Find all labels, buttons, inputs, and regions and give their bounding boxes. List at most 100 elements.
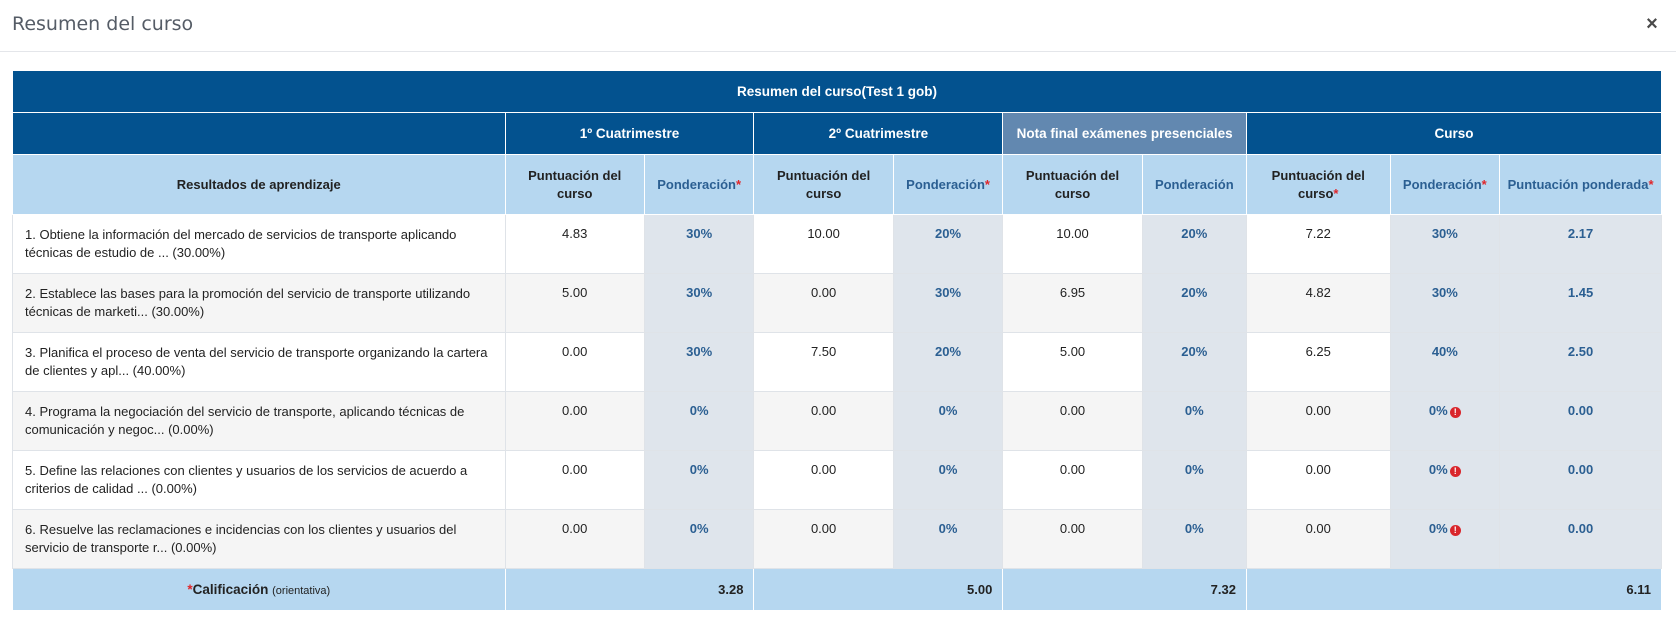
score-1c-value: 0.00 bbox=[562, 521, 588, 536]
score-2c-value: 7.50 bbox=[810, 344, 837, 359]
table-row: 4. Programa la negociación del servicio … bbox=[12, 391, 1662, 451]
required-mark: * bbox=[1481, 176, 1487, 192]
table-row: 6. Resuelve las reclamaciones e incidenc… bbox=[12, 509, 1662, 569]
weight-1c: 0% bbox=[643, 391, 755, 451]
total-2c: 5.00 bbox=[753, 568, 1004, 611]
weighted-score-curso-value: 1.45 bbox=[1567, 285, 1594, 300]
score-final-exams: 6.95 bbox=[1002, 273, 1143, 333]
score-curso: 0.00 bbox=[1245, 450, 1391, 510]
score-curso: 7.22 bbox=[1245, 214, 1391, 274]
col-header-weight-label: Ponderación bbox=[1402, 176, 1482, 192]
score-2c-value: 0.00 bbox=[810, 285, 837, 300]
weighted-score-curso: 2.17 bbox=[1499, 214, 1662, 274]
score-2c-value: 0.00 bbox=[810, 462, 837, 477]
weight-1c-value: 30% bbox=[686, 285, 713, 300]
learning-outcome-name: 4. Programa la negociación del servicio … bbox=[12, 391, 506, 451]
group-header-final-exams: Nota final exámenes presenciales bbox=[1002, 112, 1247, 155]
weight-1c: 0% bbox=[643, 450, 755, 510]
score-1c: 0.00 bbox=[504, 391, 645, 451]
score-curso-value: 0.00 bbox=[1305, 462, 1331, 477]
warning-icon[interactable]: ! bbox=[1449, 407, 1461, 418]
col-header-weight: Ponderación* bbox=[1389, 154, 1501, 215]
weighted-score-curso: 0.00 bbox=[1499, 391, 1662, 451]
learning-outcome-name: 6. Resuelve las reclamaciones e incidenc… bbox=[12, 509, 506, 569]
score-curso-value: 7.22 bbox=[1305, 226, 1331, 241]
weighted-score-curso-value: 0.00 bbox=[1567, 403, 1594, 418]
total-curso: 6.11 bbox=[1245, 568, 1663, 611]
col-header-score: Puntuación del curso bbox=[753, 154, 894, 215]
weight-2c: 30% bbox=[892, 273, 1004, 333]
weight-curso: 30% bbox=[1389, 273, 1501, 333]
weighted-score-curso: 0.00 bbox=[1499, 509, 1662, 569]
score-1c-value: 0.00 bbox=[562, 462, 588, 477]
score-curso-value: 4.82 bbox=[1305, 285, 1331, 300]
weight-curso-value: 40% bbox=[1431, 344, 1458, 359]
weight-curso: 0%! bbox=[1389, 391, 1501, 451]
total-final-exams: 7.32 bbox=[1002, 568, 1247, 611]
required-mark: * bbox=[984, 176, 990, 192]
weight-1c-value: 0% bbox=[689, 403, 709, 418]
score-curso-value: 0.00 bbox=[1305, 521, 1331, 536]
weight-2c: 0% bbox=[892, 450, 1004, 510]
learning-outcome-name: 5. Define las relaciones con clientes y … bbox=[12, 450, 506, 510]
weight-1c-value: 0% bbox=[689, 462, 709, 477]
group-blank bbox=[12, 112, 506, 155]
close-icon[interactable]: × bbox=[1646, 13, 1658, 35]
score-curso-value: 0.00 bbox=[1305, 403, 1331, 418]
learning-outcome-name-value: 3. Planifica el proceso de venta del ser… bbox=[25, 345, 488, 378]
weighted-score-curso: 2.50 bbox=[1499, 332, 1662, 392]
score-2c: 0.00 bbox=[753, 509, 894, 569]
weight-final-exams: 0% bbox=[1141, 450, 1247, 510]
weighted-score-curso-value: 2.50 bbox=[1567, 344, 1594, 359]
score-final-exams-value: 5.00 bbox=[1059, 344, 1086, 359]
col-header-weighted-score: Puntuación ponderada* bbox=[1499, 154, 1662, 215]
weight-final-exams-value: 0% bbox=[1184, 521, 1204, 536]
score-1c: 0.00 bbox=[504, 450, 645, 510]
table-row: 5. Define las relaciones con clientes y … bbox=[12, 450, 1662, 510]
score-final-exams: 0.00 bbox=[1002, 450, 1143, 510]
weight-1c-value: 30% bbox=[686, 344, 713, 359]
score-2c: 7.50 bbox=[753, 332, 894, 392]
score-2c-value: 10.00 bbox=[807, 226, 840, 241]
weight-1c: 30% bbox=[643, 273, 755, 333]
score-curso: 4.82 bbox=[1245, 273, 1391, 333]
learning-outcome-name: 3. Planifica el proceso de venta del ser… bbox=[12, 332, 506, 392]
score-1c: 5.00 bbox=[504, 273, 645, 333]
weight-final-exams: 0% bbox=[1141, 391, 1247, 451]
score-curso: 0.00 bbox=[1245, 509, 1391, 569]
learning-outcome-name-value: 1. Obtiene la información del mercado de… bbox=[25, 227, 457, 260]
learning-outcome-name-value: 6. Resuelve las reclamaciones e incidenc… bbox=[25, 522, 457, 555]
score-final-exams: 0.00 bbox=[1002, 509, 1143, 569]
weight-curso: 30% bbox=[1389, 214, 1501, 274]
weight-curso: 0%! bbox=[1389, 509, 1501, 569]
score-1c-value: 4.83 bbox=[562, 226, 588, 241]
weight-2c-value: 20% bbox=[935, 226, 962, 241]
learning-outcome-name-value: 2. Establece las bases para la promoción… bbox=[25, 286, 471, 319]
score-2c: 0.00 bbox=[753, 273, 894, 333]
weight-2c: 20% bbox=[892, 214, 1004, 274]
required-mark: * bbox=[187, 582, 193, 597]
warning-icon[interactable]: ! bbox=[1449, 466, 1461, 477]
score-1c: 0.00 bbox=[504, 509, 645, 569]
score-final-exams-value: 0.00 bbox=[1059, 462, 1086, 477]
weight-1c: 30% bbox=[643, 214, 755, 274]
score-final-exams-value: 6.95 bbox=[1059, 285, 1086, 300]
col-header-weighted-score-label: Puntuación ponderada bbox=[1507, 176, 1649, 192]
weight-final-exams-value: 20% bbox=[1181, 226, 1208, 241]
weight-final-exams: 20% bbox=[1141, 214, 1247, 274]
weight-2c: 0% bbox=[892, 391, 1004, 451]
weight-2c: 0% bbox=[892, 509, 1004, 569]
score-final-exams: 0.00 bbox=[1002, 391, 1143, 451]
required-mark: * bbox=[1648, 176, 1654, 192]
weight-2c-value: 30% bbox=[935, 285, 962, 300]
col-header-weight: Ponderación* bbox=[643, 154, 755, 215]
weight-final-exams-value: 20% bbox=[1181, 344, 1208, 359]
weight-curso-value: 30% bbox=[1431, 285, 1458, 300]
weight-2c: 20% bbox=[892, 332, 1004, 392]
warning-icon[interactable]: ! bbox=[1449, 525, 1461, 536]
weighted-score-curso-value: 0.00 bbox=[1567, 521, 1594, 536]
col-header-weight-label: Ponderación bbox=[1154, 176, 1234, 192]
learning-outcome-name-value: 4. Programa la negociación del servicio … bbox=[25, 404, 465, 437]
score-1c: 4.83 bbox=[504, 214, 645, 274]
weight-final-exams: 20% bbox=[1141, 332, 1247, 392]
